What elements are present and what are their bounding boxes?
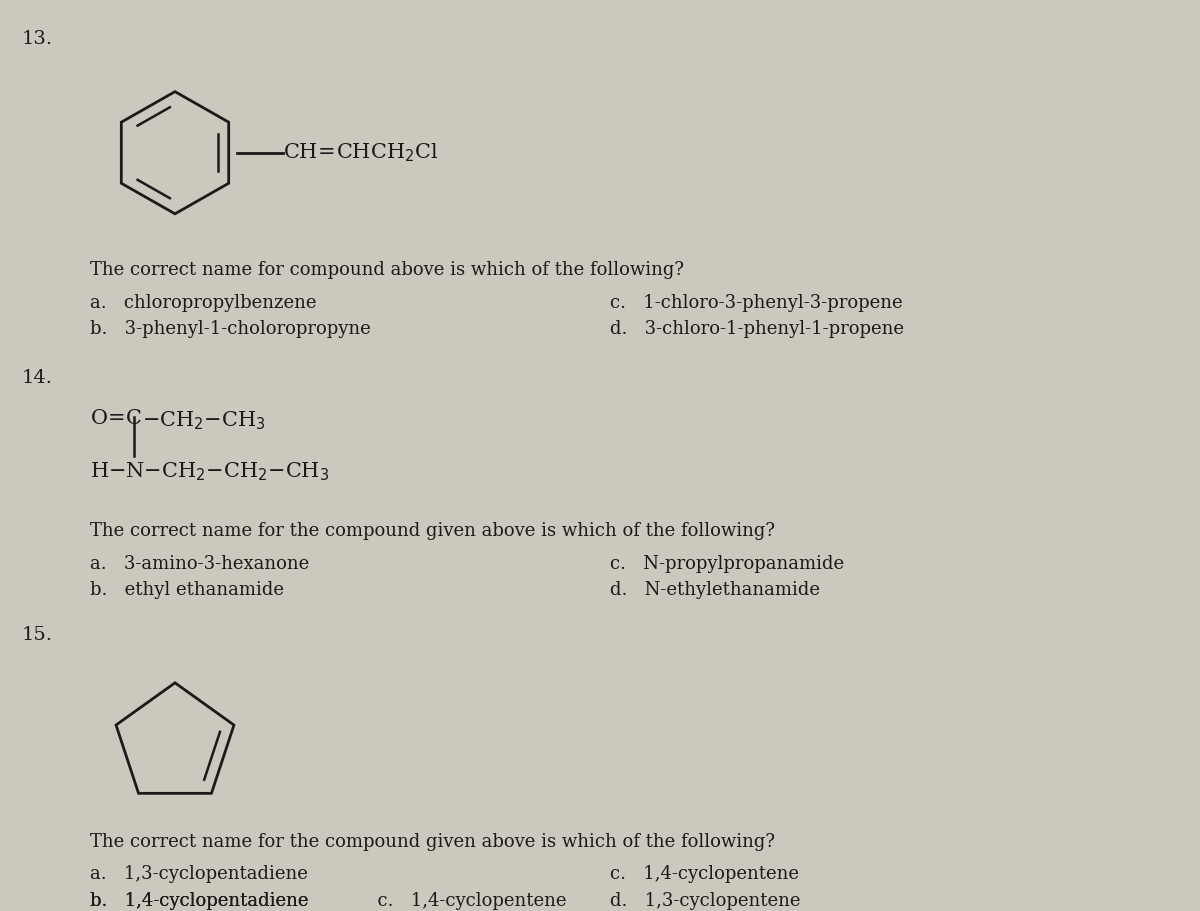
Text: d.   N-ethylethanamide: d. N-ethylethanamide (610, 581, 820, 599)
Text: b.   3-phenyl-1-choloropropyne: b. 3-phenyl-1-choloropropyne (90, 321, 371, 338)
Text: The correct name for the compound given above is which of the following?: The correct name for the compound given … (90, 833, 775, 851)
Text: b.   ethyl ethanamide: b. ethyl ethanamide (90, 581, 284, 599)
Text: CH$\!=\!$CHCH$_2$Cl: CH$\!=\!$CHCH$_2$Cl (283, 141, 438, 164)
Text: d.   3-chloro-1-phenyl-1-propene: d. 3-chloro-1-phenyl-1-propene (610, 321, 904, 338)
Text: c.   1-chloro-3-phenyl-3-propene: c. 1-chloro-3-phenyl-3-propene (610, 293, 902, 312)
Text: The correct name for compound above is which of the following?: The correct name for compound above is w… (90, 261, 684, 279)
Text: 15.: 15. (22, 626, 53, 644)
Text: The correct name for the compound given above is which of the following?: The correct name for the compound given … (90, 522, 775, 540)
Text: H$-$N$-$CH$_2$$-$CH$_2$$-$CH$_3$: H$-$N$-$CH$_2$$-$CH$_2$$-$CH$_3$ (90, 460, 330, 483)
Text: a.   1,3-cyclopentadiene: a. 1,3-cyclopentadiene (90, 865, 308, 883)
Text: b.   1,4-cyclopentadiene: b. 1,4-cyclopentadiene (90, 892, 308, 910)
Text: 14.: 14. (22, 370, 53, 387)
Text: c.   1,4-cyclopentene: c. 1,4-cyclopentene (610, 865, 799, 883)
Text: a.   3-amino-3-hexanone: a. 3-amino-3-hexanone (90, 555, 310, 573)
Text: c.   N-propylpropanamide: c. N-propylpropanamide (610, 555, 844, 573)
Text: O$\!=\!$C: O$\!=\!$C (90, 409, 143, 428)
Text: d.   1,3-cyclopentene: d. 1,3-cyclopentene (610, 892, 800, 910)
Text: 13.: 13. (22, 29, 53, 47)
Text: $-$CH$_2$$-$CH$_3$: $-$CH$_2$$-$CH$_3$ (142, 409, 265, 432)
Text: b.   1,4-cyclopentadiene            c.   1,4-cyclopentene: b. 1,4-cyclopentadiene c. 1,4-cyclopente… (90, 892, 566, 910)
Text: a.   chloropropylbenzene: a. chloropropylbenzene (90, 293, 317, 312)
